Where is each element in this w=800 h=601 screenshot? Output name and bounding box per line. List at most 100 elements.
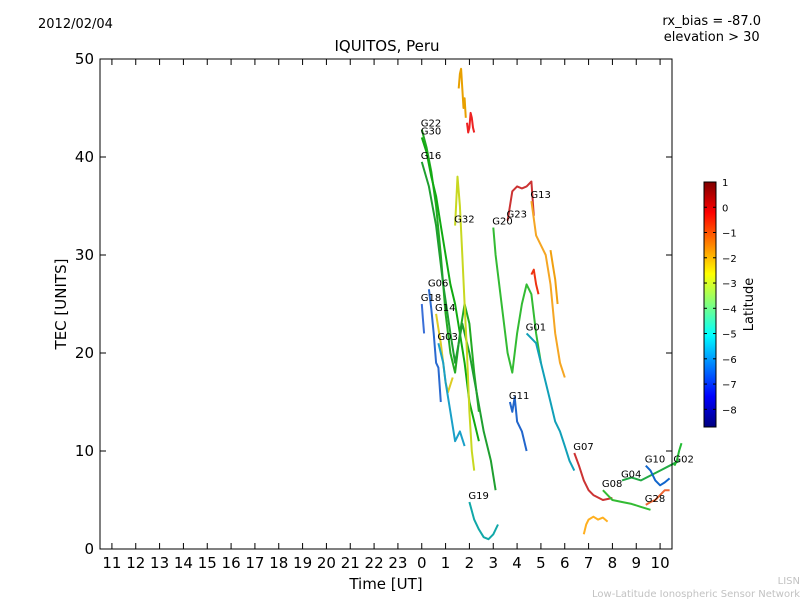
y-tick-label: 50 [75, 50, 94, 68]
series-line-g28 [645, 489, 670, 506]
series-label-g16: G16 [421, 151, 441, 162]
x-tick-label: 5 [536, 554, 546, 572]
rx-bias-note: rx_bias = -87.0 [662, 14, 761, 29]
series-label-g01: G01 [526, 322, 546, 333]
date-label: 2012/02/04 [38, 17, 113, 32]
footer-network: Low-Latitude Ionospheric Sensor Network [592, 589, 800, 600]
series-label-g04: G04 [621, 469, 641, 480]
y-tick-label: 30 [75, 246, 94, 264]
colorbar-tick-label: −6 [722, 355, 737, 366]
x-tick-label: 0 [417, 554, 427, 572]
series-line-g32 [454, 175, 476, 471]
y-tick-label: 40 [75, 148, 94, 166]
x-tick-label: 11 [102, 554, 121, 572]
series-label-g22: G22 [421, 119, 441, 130]
series-layer [420, 67, 683, 541]
series-line-g20 [492, 227, 542, 374]
x-tick-label: 4 [512, 554, 522, 572]
series-line-unlabeled-22 [530, 268, 540, 295]
x-tick-label: 18 [269, 554, 288, 572]
series-label-g08: G08 [602, 479, 622, 490]
x-tick-label: 17 [245, 554, 264, 572]
x-tick-label: 8 [608, 554, 618, 572]
x-tick-label: 14 [174, 554, 193, 572]
x-tick-label: 12 [126, 554, 145, 572]
series-line-g03 [437, 342, 466, 447]
series-label-g07: G07 [573, 442, 593, 453]
series-line-g13 [530, 200, 566, 378]
x-axis-label: Time [UT] [348, 575, 422, 593]
elevation-note: elevation > 30 [663, 30, 760, 45]
series-label-g19: G19 [468, 491, 488, 502]
colorbar-tick-label: −8 [722, 405, 737, 416]
footer-lisn: LISN [777, 576, 800, 587]
series-label-g13: G13 [530, 190, 550, 201]
x-tick-label: 16 [222, 554, 241, 572]
series-label-g03: G03 [437, 332, 457, 343]
x-tick-label: 20 [317, 554, 336, 572]
series-label-g23: G23 [507, 210, 527, 221]
series-line-g23 [506, 180, 535, 221]
series-line-g06 [427, 289, 442, 403]
series-label-g06: G06 [428, 278, 448, 289]
x-tick-label: 6 [560, 554, 570, 572]
series-line-g01 [525, 332, 576, 472]
y-tick-label: 20 [75, 344, 94, 362]
x-tick-label: 10 [651, 554, 670, 572]
x-tick-label: 19 [293, 554, 312, 572]
x-tick-label: 13 [150, 554, 169, 572]
colorbar: 1 0 −1 −2 −3 −4 −5 −6 −7 −8 Latitude [703, 178, 757, 428]
y-axis-label: TEC [UNITS] [52, 259, 70, 351]
chart-notes: rx_bias = -87.0 elevation > 30 [662, 14, 761, 46]
series-line-g18 [420, 303, 426, 334]
series-label-g32: G32 [454, 215, 474, 226]
series-line-g08 [602, 489, 651, 511]
x-tick-label: 21 [341, 554, 360, 572]
series-line-g19 [468, 501, 499, 541]
series-label-g02: G02 [673, 455, 693, 466]
x-tick-label: 15 [198, 554, 217, 572]
series-label-g20: G20 [492, 217, 512, 228]
series-line-g02 [673, 442, 683, 467]
colorbar-tick-label: 1 [722, 178, 728, 189]
series-line-g16 [420, 161, 497, 491]
colorbar-tick-label: −4 [722, 304, 737, 315]
x-tick-label: 3 [488, 554, 498, 572]
x-tick-label: 23 [388, 554, 407, 572]
x-tick-label: 9 [631, 554, 641, 572]
y-tick-label: 0 [84, 540, 94, 558]
footer: LISN Low-Latitude Ionospheric Sensor Net… [592, 575, 800, 601]
colorbar-tick-label: −7 [722, 380, 737, 391]
colorbar-tick-label: −2 [722, 254, 737, 265]
colorbar-tick-label: −3 [722, 279, 737, 290]
colorbar-tick-label: −1 [722, 229, 737, 240]
x-tick-label: 1 [441, 554, 451, 572]
plot-frame [99, 58, 673, 550]
series-line-unlabeled-24 [549, 249, 559, 305]
x-tick-label: 22 [365, 554, 384, 572]
colorbar-tick-label: 0 [722, 203, 728, 214]
colorbar-label: Latitude [742, 278, 757, 332]
series-label-g18: G18 [421, 293, 441, 304]
series-line-g11 [508, 396, 528, 452]
colorbar-tick-label: −5 [722, 330, 737, 341]
chart-title: IQUITOS, Peru [334, 37, 440, 55]
colorbar-gradient [703, 181, 717, 428]
y-tick-label: 10 [75, 442, 94, 460]
series-label-g14: G14 [435, 303, 455, 314]
x-tick-label: 7 [584, 554, 594, 572]
series-line-unlabeled-23 [582, 515, 609, 535]
series-label-g28: G28 [645, 494, 665, 505]
series-line-g07 [573, 452, 613, 501]
series-label-g10: G10 [645, 455, 665, 466]
series-label-g30: G30 [421, 126, 441, 137]
x-tick-label: 2 [465, 554, 475, 572]
series-line-unlabeled-20 [457, 67, 467, 118]
series-label-g11: G11 [509, 391, 529, 402]
series-line-g10 [645, 465, 671, 487]
axes-layer: 11 12 13 14 15 16 17 18 19 20 21 22 23 0 1 2 3 4 5 6 7 8 9 1001… [52, 50, 672, 593]
series-line-g04 [621, 459, 680, 482]
series-line-unlabeled-21 [466, 111, 476, 134]
